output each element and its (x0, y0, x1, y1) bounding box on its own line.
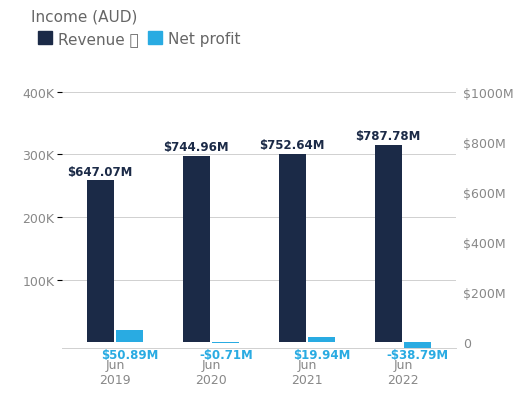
Text: $19.94M: $19.94M (293, 348, 351, 361)
Bar (279, 154, 306, 343)
Text: $744.96M: $744.96M (163, 141, 229, 154)
Text: $787.78M: $787.78M (355, 130, 421, 143)
Text: -$38.79M: -$38.79M (387, 348, 449, 361)
Legend: Revenue ⓘ, Net profit: Revenue ⓘ, Net profit (38, 32, 240, 47)
Text: Income (AUD): Income (AUD) (31, 9, 137, 24)
Bar (375, 146, 401, 343)
Text: $752.64M: $752.64M (260, 139, 325, 152)
Bar (405, 343, 431, 352)
Bar (117, 330, 143, 343)
Text: -$0.71M: -$0.71M (199, 348, 253, 361)
Text: $50.89M: $50.89M (101, 348, 159, 361)
Bar (87, 181, 113, 343)
Text: $647.07M: $647.07M (67, 165, 133, 178)
Bar (308, 338, 335, 343)
Bar (183, 156, 210, 343)
